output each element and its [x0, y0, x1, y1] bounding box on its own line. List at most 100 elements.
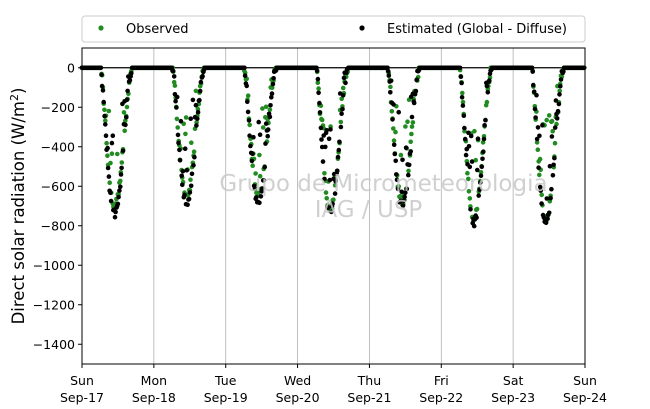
- point-estimated: [178, 118, 184, 124]
- plot-frame: [81, 47, 586, 365]
- point-estimated: [242, 65, 247, 71]
- point-observed: [115, 151, 120, 157]
- point-estimated: [402, 194, 407, 200]
- point-estimated: [105, 165, 111, 171]
- point-estimated: [558, 83, 563, 89]
- point-estimated: [391, 102, 396, 107]
- point-estimated: [173, 98, 178, 104]
- point-estimated: [339, 111, 344, 116]
- point-estimated: [477, 187, 482, 192]
- point-estimated: [396, 109, 402, 115]
- x-tick-label: Fri Sep-22: [419, 373, 463, 405]
- point-estimated: [558, 77, 564, 82]
- point-observed: [398, 152, 404, 158]
- point-estimated: [561, 69, 566, 74]
- point-estimated: [406, 172, 411, 178]
- point-estimated: [332, 191, 338, 196]
- point-observed: [484, 99, 490, 105]
- point-observed: [122, 128, 127, 134]
- point-estimated: [263, 121, 269, 126]
- point-observed: [406, 168, 411, 174]
- point-estimated: [245, 99, 250, 104]
- point-estimated: [265, 127, 271, 132]
- point-estimated: [529, 65, 535, 71]
- point-observed: [124, 104, 130, 110]
- point-estimated: [343, 80, 348, 86]
- point-estimated: [535, 125, 541, 130]
- point-estimated: [468, 207, 473, 212]
- y-tick-label: −1200: [33, 297, 75, 312]
- legend-box: [81, 15, 586, 43]
- point-estimated: [117, 188, 122, 193]
- point-observed: [332, 183, 338, 188]
- point-estimated: [124, 97, 130, 102]
- point-observed: [409, 131, 414, 137]
- x-tick-date: Sep-22: [419, 390, 463, 405]
- point-estimated: [467, 164, 473, 170]
- point-observed: [388, 84, 393, 90]
- point-estimated: [267, 114, 273, 120]
- point-observed: [118, 178, 123, 184]
- point-estimated: [185, 202, 190, 207]
- legend-marker-observed: [98, 25, 104, 31]
- point-observed: [389, 109, 395, 114]
- point-observed: [267, 107, 273, 113]
- x-tick-day: Sun: [573, 373, 597, 388]
- point-estimated: [462, 125, 467, 131]
- point-observed: [460, 90, 465, 96]
- point-estimated: [406, 162, 412, 168]
- point-observed: [109, 151, 115, 156]
- point-observed: [260, 106, 265, 111]
- point-estimated: [270, 81, 276, 87]
- point-estimated: [484, 83, 490, 89]
- point-estimated: [198, 79, 204, 85]
- point-estimated: [244, 83, 249, 89]
- point-estimated: [409, 114, 415, 120]
- point-estimated: [175, 132, 181, 138]
- point-observed: [315, 80, 321, 86]
- point-observed: [546, 113, 552, 118]
- point-estimated: [388, 78, 394, 84]
- point-estimated: [327, 177, 333, 183]
- watermark-line-1: Grupo de Micrometeorologia: [219, 171, 547, 197]
- point-estimated: [553, 98, 559, 103]
- x-tick-date: Sep-24: [563, 390, 607, 405]
- point-observed: [105, 153, 110, 158]
- point-estimated: [260, 186, 265, 191]
- point-estimated: [103, 133, 109, 138]
- point-estimated: [100, 88, 106, 93]
- x-tick-label: Tue Sep-19: [204, 373, 248, 405]
- point-estimated: [245, 109, 251, 115]
- x-tick-date: Sep-20: [276, 390, 320, 405]
- point-estimated: [180, 182, 185, 188]
- point-estimated: [123, 122, 128, 128]
- point-observed: [188, 177, 193, 183]
- point-observed: [316, 86, 321, 91]
- point-observed: [257, 152, 262, 158]
- point-observed: [466, 189, 472, 194]
- point-estimated: [485, 90, 491, 95]
- point-estimated: [481, 149, 486, 154]
- point-estimated: [109, 140, 115, 146]
- point-estimated: [263, 141, 268, 146]
- y-tick-label: −400: [41, 139, 75, 154]
- point-estimated: [478, 173, 484, 178]
- point-estimated: [194, 123, 199, 128]
- point-estimated: [187, 190, 193, 195]
- point-estimated: [101, 99, 106, 105]
- x-tick-label: Wed Sep-20: [276, 373, 320, 405]
- point-estimated: [460, 103, 466, 108]
- point-observed: [175, 125, 180, 130]
- point-estimated: [531, 89, 537, 94]
- legend-marker-estimated: [359, 25, 365, 31]
- point-estimated: [269, 95, 274, 100]
- watermark: Grupo de Micrometeorologia IAG / USP: [219, 171, 547, 223]
- point-observed: [269, 85, 275, 90]
- point-observed: [189, 140, 194, 145]
- point-estimated: [557, 92, 562, 97]
- point-observed: [104, 140, 109, 146]
- point-estimated: [547, 163, 553, 169]
- point-estimated: [537, 184, 543, 190]
- point-estimated: [179, 173, 184, 179]
- point-estimated: [555, 108, 561, 114]
